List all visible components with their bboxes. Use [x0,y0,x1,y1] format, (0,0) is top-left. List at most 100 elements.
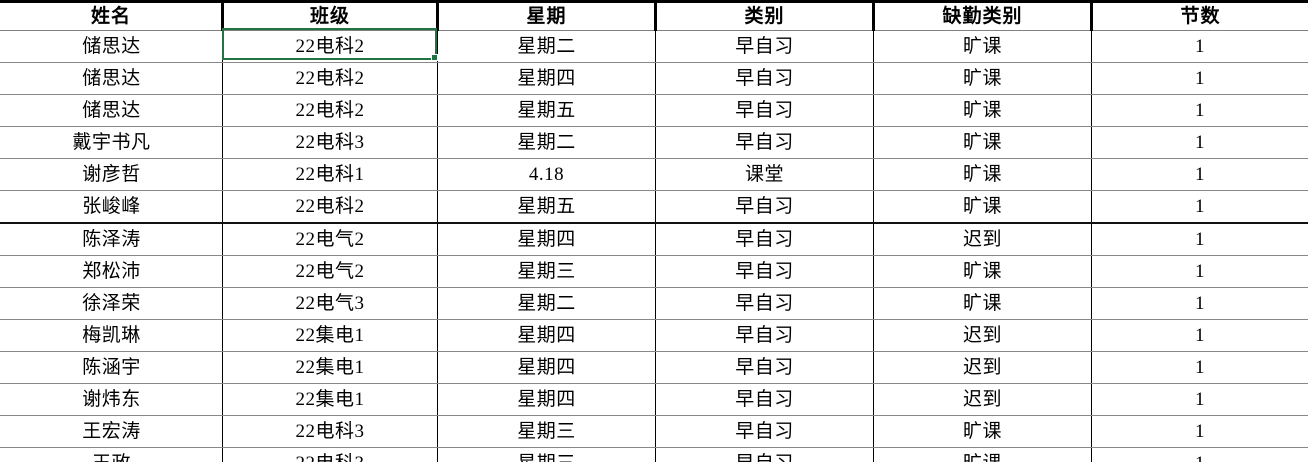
fill-handle[interactable] [431,54,438,61]
cell-week[interactable]: 星期二 [437,126,656,159]
cell-absent[interactable]: 旷课 [873,447,1092,462]
cell-week[interactable]: 星期四 [437,223,656,256]
table-row[interactable]: 谢彦哲 22电科1 4.18 课堂 旷课 1 [0,158,1308,191]
cell-absent[interactable]: 旷课 [873,62,1092,95]
cell-class[interactable]: 22电科2 [222,94,438,127]
table-row[interactable]: 梅凯琳 22集电1 星期四 早自习 迟到 1 [0,319,1308,352]
table-row[interactable]: 陈涵宇 22集电1 星期四 早自习 迟到 1 [0,351,1308,384]
cell-class[interactable]: 22电科2 [222,62,438,95]
cell-name[interactable]: 储思达 [0,30,223,63]
cell-absent[interactable]: 迟到 [873,223,1092,256]
cell-class[interactable]: 22电科3 [222,126,438,159]
cell-count[interactable]: 1 [1091,190,1308,224]
cell-name[interactable]: 戴宇书凡 [0,126,223,159]
cell-kind[interactable]: 早自习 [655,415,874,448]
cell-kind[interactable]: 早自习 [655,223,874,256]
cell-week[interactable]: 星期二 [437,287,656,320]
cell-kind[interactable]: 早自习 [655,62,874,95]
cell-kind[interactable]: 早自习 [655,30,874,63]
cell-week[interactable]: 星期三 [437,447,656,462]
cell-count[interactable]: 1 [1091,383,1308,416]
cell-count[interactable]: 1 [1091,351,1308,384]
cell-name[interactable]: 储思达 [0,94,223,127]
cell-name[interactable]: 徐泽荣 [0,287,223,320]
cell-absent[interactable]: 迟到 [873,319,1092,352]
cell-count[interactable]: 1 [1091,319,1308,352]
cell-count[interactable]: 1 [1091,255,1308,288]
cell-kind[interactable]: 早自习 [655,383,874,416]
column-header-count[interactable]: 节数 [1090,0,1308,31]
cell-absent[interactable]: 旷课 [873,190,1092,224]
cell-absent[interactable]: 旷课 [873,30,1092,63]
cell-kind[interactable]: 早自习 [655,94,874,127]
cell-week[interactable]: 星期三 [437,415,656,448]
cell-week[interactable]: 星期四 [437,319,656,352]
column-header-absent[interactable]: 缺勤类别 [872,0,1093,31]
cell-week[interactable]: 星期四 [437,383,656,416]
cell-name[interactable]: 张峻峰 [0,190,223,224]
table-row[interactable]: 陈泽涛 22电气2 星期四 早自习 迟到 1 [0,223,1308,256]
cell-absent[interactable]: 迟到 [873,383,1092,416]
cell-name[interactable]: 储思达 [0,62,223,95]
column-header-name[interactable]: 姓名 [0,0,224,31]
cell-absent[interactable]: 迟到 [873,351,1092,384]
cell-kind[interactable]: 早自习 [655,190,874,224]
cell-absent[interactable]: 旷课 [873,255,1092,288]
table-row[interactable]: 郑松沛 22电气2 星期三 早自习 旷课 1 [0,255,1308,288]
cell-class[interactable]: 22电科2 [222,190,438,224]
cell-week[interactable]: 星期三 [437,255,656,288]
cell-week[interactable]: 星期五 [437,94,656,127]
cell-class[interactable]: 22电气3 [222,287,438,320]
cell-absent[interactable]: 旷课 [873,94,1092,127]
cell-class[interactable]: 22电气2 [222,255,438,288]
cell-count[interactable]: 1 [1091,30,1308,63]
cell-absent[interactable]: 旷课 [873,126,1092,159]
cell-week[interactable]: 星期二 [437,30,656,63]
cell-kind[interactable]: 早自习 [655,287,874,320]
column-header-class[interactable]: 班级 [221,0,439,31]
cell-absent[interactable]: 旷课 [873,415,1092,448]
table-row[interactable]: 王政22电科3星期三早自习旷课1 [0,447,1308,462]
cell-class[interactable]: 22电科2 [222,30,438,63]
cell-kind[interactable]: 早自习 [655,447,874,462]
cell-kind[interactable]: 早自习 [655,255,874,288]
cell-week[interactable]: 星期四 [437,62,656,95]
cell-count[interactable]: 1 [1091,415,1308,448]
cell-name[interactable]: 谢彦哲 [0,158,223,191]
cell-name[interactable]: 梅凯琳 [0,319,223,352]
cell-name[interactable]: 王宏涛 [0,415,223,448]
cell-kind[interactable]: 早自习 [655,351,874,384]
cell-name[interactable]: 陈涵宇 [0,351,223,384]
cell-count[interactable]: 1 [1091,126,1308,159]
column-header-kind[interactable]: 类别 [654,0,875,31]
table-row[interactable]: 戴宇书凡 22电科3 星期二 早自习 旷课 1 [0,126,1308,159]
cell-count[interactable]: 1 [1091,447,1308,462]
table-row[interactable]: 储思达 22电科2 星期二 早自习 旷课 1 [0,30,1308,63]
cell-count[interactable]: 1 [1091,287,1308,320]
cell-class[interactable]: 22电科1 [222,158,438,191]
cell-count[interactable]: 1 [1091,62,1308,95]
table-row[interactable]: 徐泽荣 22电气3 星期二 早自习 旷课 1 [0,287,1308,320]
cell-absent[interactable]: 旷课 [873,287,1092,320]
cell-kind[interactable]: 课堂 [655,158,874,191]
cell-week[interactable]: 4.18 [437,158,656,191]
cell-class[interactable]: 22电科3 [222,447,438,462]
cell-class[interactable]: 22电科3 [222,415,438,448]
table-row[interactable]: 储思达 22电科2 星期五 早自习 旷课 1 [0,94,1308,127]
cell-count[interactable]: 1 [1091,223,1308,256]
cell-kind[interactable]: 早自习 [655,319,874,352]
cell-class[interactable]: 22电气2 [222,223,438,256]
cell-count[interactable]: 1 [1091,94,1308,127]
table-row[interactable]: 谢炜东 22集电1 星期四 早自习 迟到 1 [0,383,1308,416]
column-header-week[interactable]: 星期 [436,0,657,31]
cell-class[interactable]: 22集电1 [222,351,438,384]
cell-name[interactable]: 郑松沛 [0,255,223,288]
cell-count[interactable]: 1 [1091,158,1308,191]
cell-kind[interactable]: 早自习 [655,126,874,159]
cell-absent[interactable]: 旷课 [873,158,1092,191]
cell-name[interactable]: 陈泽涛 [0,223,223,256]
table-row[interactable]: 储思达 22电科2 星期四 早自习 旷课 1 [0,62,1308,95]
table-row[interactable]: 王宏涛 22电科3 星期三 早自习 旷课 1 [0,415,1308,448]
cell-class[interactable]: 22集电1 [222,383,438,416]
cell-name[interactable]: 谢炜东 [0,383,223,416]
